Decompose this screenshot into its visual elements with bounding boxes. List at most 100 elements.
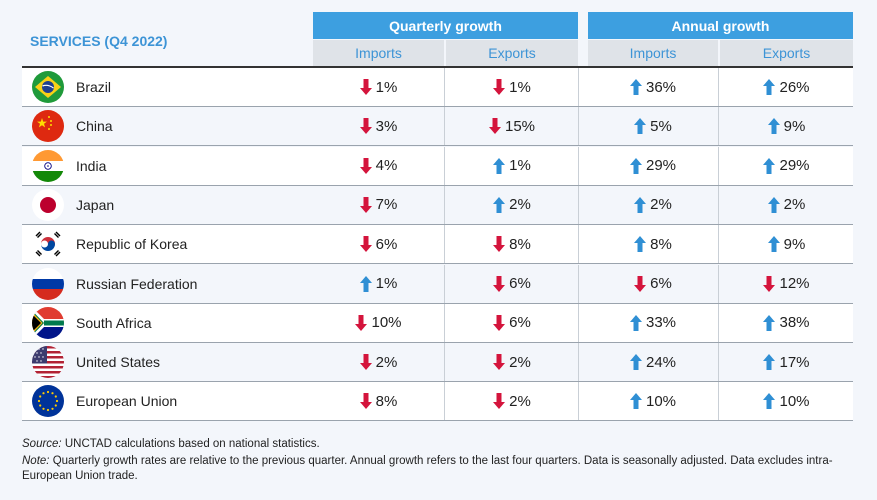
arrow-up-icon <box>493 157 506 174</box>
value-cell: 8% <box>446 225 578 263</box>
column-divider <box>578 68 579 106</box>
value-label: 12% <box>779 275 810 292</box>
annual-exports-header: Exports <box>720 40 853 66</box>
japan-flag-icon <box>32 188 64 221</box>
value-label: 9% <box>783 235 806 253</box>
value-label: 1% <box>509 78 531 96</box>
arrow-down-icon <box>359 196 372 213</box>
value-cell: 6% <box>588 265 718 303</box>
arrow-down-icon <box>493 393 506 410</box>
table-row: China 3% 15% 5% 9% <box>22 107 853 147</box>
value-cell: 9% <box>720 225 853 263</box>
value-label: 6% <box>509 275 531 292</box>
value-cell: 10% <box>720 382 853 420</box>
value-cell: 1% <box>446 68 578 106</box>
value-cell: 10% <box>313 304 444 342</box>
value-cell: 8% <box>588 225 718 263</box>
value-label: 7% <box>375 196 398 214</box>
value-label: 8% <box>509 235 531 253</box>
arrow-down-icon <box>493 275 506 292</box>
value-label: 2% <box>509 353 531 371</box>
arrow-down-icon <box>763 275 776 292</box>
arrow-up-icon <box>763 354 776 371</box>
value-label: 24% <box>645 353 677 371</box>
arrow-up-icon <box>763 314 776 331</box>
china-flag-icon <box>32 110 64 143</box>
arrow-up-icon <box>634 118 647 135</box>
annual-imports-header: Imports <box>588 40 718 66</box>
value-cell: 2% <box>720 186 853 224</box>
eu-flag-icon <box>32 385 64 418</box>
value-cell: 2% <box>313 343 444 381</box>
arrow-down-icon <box>493 314 506 331</box>
table-row: India 4% 1% 29% 29% <box>22 146 853 186</box>
arrow-up-icon <box>493 196 506 213</box>
table-row: Japan 7% 2% 2% 2% <box>22 185 853 225</box>
annual-growth-header: Annual growth <box>588 12 853 39</box>
column-divider <box>578 382 579 421</box>
column-divider <box>444 303 445 342</box>
value-label: 10% <box>371 314 402 332</box>
arrow-up-icon <box>763 79 776 95</box>
country-name: Republic of Korea <box>76 236 188 253</box>
table-row: United States 2% 2% 24% 17% <box>22 343 853 383</box>
value-label: 29% <box>645 157 677 175</box>
value-cell: 1% <box>446 147 578 185</box>
column-divider <box>578 107 579 146</box>
column-divider <box>444 185 445 224</box>
arrow-down-icon <box>359 118 372 135</box>
column-divider <box>578 146 579 185</box>
quarterly-exports-header: Exports <box>446 40 578 66</box>
value-label: 8% <box>650 235 672 253</box>
arrow-down-icon <box>359 354 372 371</box>
value-label: 38% <box>779 314 810 332</box>
country-name: Brazil <box>76 79 112 95</box>
column-divider <box>444 107 445 146</box>
value-label: 3% <box>375 117 398 135</box>
value-cell: 6% <box>446 265 578 303</box>
value-label: 6% <box>509 314 531 332</box>
arrow-down-icon <box>359 236 372 253</box>
value-cell: 12% <box>720 265 853 303</box>
column-divider <box>718 382 719 421</box>
value-cell: 7% <box>313 186 444 224</box>
table-row: South Africa 10% 6% 33% 38% <box>22 303 853 343</box>
value-cell: 6% <box>313 225 444 263</box>
value-label: 8% <box>375 392 398 410</box>
table-row: Russian Federation 1% 6% 6% 12% <box>22 264 853 304</box>
value-cell: 15% <box>446 107 578 145</box>
arrow-up-icon <box>359 275 372 292</box>
country-name: European Union <box>76 393 178 410</box>
value-cell: 2% <box>446 343 578 381</box>
table-title: SERVICES (Q4 2022) <box>30 33 168 49</box>
source-note: Source: UNCTAD calculations based on nat… <box>22 437 320 451</box>
value-label: 2% <box>650 196 672 214</box>
value-cell: 29% <box>720 147 853 185</box>
column-divider <box>444 146 445 185</box>
value-cell: 1% <box>313 68 444 106</box>
column-divider <box>444 68 445 106</box>
source-label: Source: <box>22 438 62 450</box>
value-cell: 2% <box>446 186 578 224</box>
arrow-up-icon <box>763 393 776 410</box>
value-label: 10% <box>645 392 677 410</box>
russia-flag-icon <box>32 267 64 300</box>
usa-flag-icon <box>32 346 64 379</box>
arrow-up-icon <box>629 393 642 410</box>
table-row: Republic of Korea 6% 8% 8% 9% <box>22 225 853 265</box>
value-label: 2% <box>783 196 806 214</box>
country-name: Japan <box>76 196 115 213</box>
column-divider <box>718 185 719 224</box>
country-name: South Africa <box>76 314 152 331</box>
arrow-down-icon <box>634 275 647 292</box>
value-label: 5% <box>650 117 672 135</box>
arrow-down-icon <box>359 393 372 410</box>
value-cell: 2% <box>588 186 718 224</box>
arrow-up-icon <box>629 314 642 331</box>
arrow-down-icon <box>355 314 368 331</box>
value-label: 2% <box>509 196 531 214</box>
value-cell: 3% <box>313 107 444 145</box>
arrow-up-icon <box>767 196 780 213</box>
value-cell: 4% <box>313 147 444 185</box>
value-label: 1% <box>375 275 398 292</box>
